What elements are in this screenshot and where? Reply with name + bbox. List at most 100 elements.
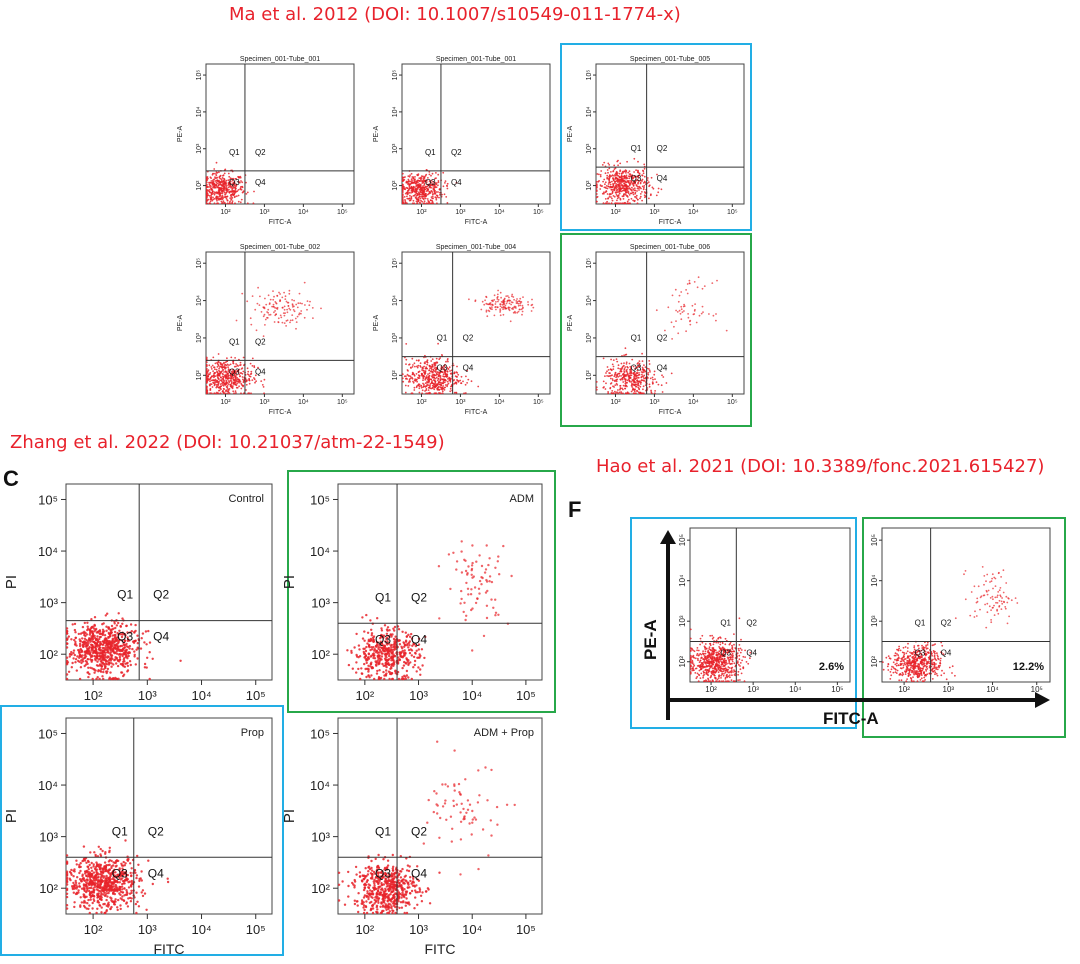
event-dot: [446, 187, 449, 190]
event-dot: [382, 634, 386, 637]
event-dot: [616, 197, 619, 200]
event-dot: [225, 389, 228, 391]
event-dot: [113, 630, 117, 634]
event-dot: [485, 616, 489, 620]
event-dot: [104, 877, 108, 880]
event-dot: [412, 186, 415, 189]
event-dot: [409, 174, 411, 176]
caption-zhang: Zhang et al. 2022 (DOI: 10.21037/atm-22-…: [10, 432, 445, 453]
event-dot: [234, 372, 236, 374]
event-dot: [420, 199, 422, 202]
event-dot: [430, 368, 433, 371]
event-dot: [411, 377, 414, 380]
event-dot: [624, 380, 627, 383]
event-dot: [122, 653, 125, 656]
event-dot: [120, 639, 124, 642]
event-dot: [228, 175, 231, 178]
event-dot: [148, 651, 151, 654]
event-dot: [378, 654, 381, 657]
event-dot: [293, 310, 296, 313]
event-dot: [595, 181, 598, 183]
event-dot: [433, 367, 436, 369]
event-dot: [283, 308, 286, 311]
event-dot: [643, 374, 646, 377]
event-dot: [614, 191, 617, 194]
event-dot: [136, 642, 139, 645]
event-dot: [258, 304, 261, 306]
event-dot: [612, 184, 615, 186]
event-dot: [607, 392, 610, 395]
event-dot: [226, 392, 229, 395]
event-dot: [107, 891, 110, 895]
event-dot: [434, 370, 436, 373]
event-dot: [456, 379, 458, 381]
event-dot: [388, 629, 391, 632]
event-dot: [673, 325, 675, 328]
event-dot: [400, 645, 403, 648]
event-dot: [207, 194, 210, 197]
event-dot: [148, 677, 151, 681]
event-dot: [230, 382, 233, 385]
event-dot: [609, 368, 612, 371]
event-dot: [121, 895, 124, 898]
event-dot: [437, 184, 439, 187]
event-dot: [114, 633, 117, 637]
event-dot: [636, 198, 639, 201]
event-dot: [89, 651, 92, 654]
event-dot: [427, 392, 429, 395]
event-dot: [233, 379, 236, 382]
green-frame-ma: [560, 233, 752, 427]
event-dot: [436, 373, 439, 376]
event-dot: [404, 631, 407, 634]
event-dot: [527, 303, 530, 306]
event-dot: [133, 630, 136, 634]
event-dot: [499, 291, 502, 294]
event-dot: [443, 379, 446, 382]
event-dot: [618, 391, 621, 394]
event-dot: [605, 190, 608, 193]
event-dot: [422, 375, 425, 377]
event-dot: [397, 677, 401, 681]
event-dot: [444, 372, 447, 375]
event-dot: [391, 633, 394, 636]
event-dot: [420, 175, 423, 177]
event-dot: [295, 303, 298, 306]
event-dot: [401, 675, 404, 679]
event-dot: [213, 172, 215, 175]
event-dot: [626, 368, 628, 371]
event-dot: [205, 358, 208, 360]
x-tick-label: 10⁵: [246, 688, 266, 703]
event-dot: [394, 648, 397, 651]
event-dot: [389, 633, 392, 636]
event-dot: [303, 281, 306, 284]
event-dot: [101, 633, 105, 637]
event-dot: [91, 677, 94, 681]
event-dot: [213, 184, 216, 187]
event-dot: [614, 384, 617, 386]
event-dot: [412, 380, 414, 383]
event-dot: [639, 197, 641, 200]
event-dot: [205, 202, 208, 205]
event-dot: [450, 369, 453, 372]
event-dot: [716, 279, 718, 282]
event-dot: [473, 586, 477, 589]
event-dot: [506, 299, 509, 302]
event-dot: [118, 876, 121, 880]
event-dot: [655, 194, 658, 197]
event-dot: [505, 295, 508, 297]
event-dot: [413, 374, 416, 377]
event-dot: [426, 380, 428, 383]
event-dot: [616, 199, 618, 202]
event-dot: [613, 175, 615, 177]
event-dot: [688, 282, 691, 285]
event-dot: [647, 368, 650, 370]
event-dot: [65, 632, 69, 635]
event-dot: [110, 665, 113, 668]
event-dot: [245, 181, 247, 184]
event-dot: [65, 662, 69, 665]
event-dot: [248, 382, 251, 385]
event-dot: [670, 321, 673, 324]
event-dot: [455, 560, 459, 563]
event-dot: [105, 629, 108, 632]
event-dot: [685, 330, 687, 333]
